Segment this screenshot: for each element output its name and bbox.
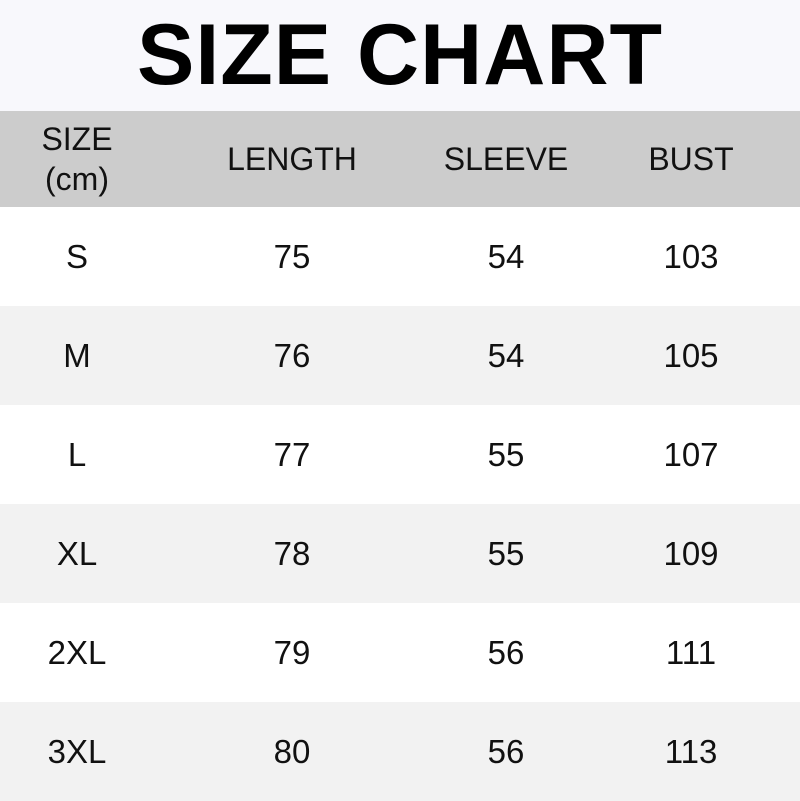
table-row: S 75 54 103 (0, 207, 800, 306)
cell-length: 76 (273, 336, 311, 374)
cell-sleeve: 54 (487, 237, 525, 275)
header-length: LENGTH (227, 140, 357, 177)
cell-length: 75 (273, 237, 311, 275)
cell-size: S (65, 237, 88, 275)
cell-bust: 103 (663, 237, 719, 275)
header-size-unit: (cm) (45, 161, 109, 197)
cell-sleeve: 54 (487, 336, 525, 374)
cell-sleeve: 55 (487, 534, 525, 572)
table-body: S 75 54 103 M 76 54 105 L 77 55 107 XL 78 55 109 2XL 79 56… (0, 207, 800, 801)
table-row: M 76 54 105 (0, 306, 800, 405)
cell-bust: 113 (664, 732, 718, 770)
cell-sleeve: 55 (487, 435, 525, 473)
cell-size: 2XL (47, 633, 107, 671)
header-size: SIZE (cm) (0, 119, 154, 199)
cell-length: 80 (273, 732, 311, 770)
cell-sleeve: 56 (487, 732, 525, 770)
cell-bust: 111 (665, 633, 717, 671)
table-row: L 77 55 107 (0, 405, 800, 504)
cell-size: L (67, 435, 87, 473)
header-bust: BUST (648, 140, 734, 177)
cell-size: 3XL (47, 732, 107, 770)
page-title: SIZE CHART (0, 0, 800, 111)
header-sleeve: SLEEVE (443, 140, 569, 177)
header-size-label: SIZE (41, 121, 113, 157)
table-row: XL 78 55 109 (0, 504, 800, 603)
cell-size: M (63, 336, 91, 374)
table-row: 3XL 80 56 113 (0, 702, 800, 801)
table-header: SIZE (cm) LENGTH SLEEVE BUST (0, 111, 800, 207)
cell-length: 79 (273, 633, 311, 671)
cell-sleeve: 56 (487, 633, 525, 671)
cell-length: 77 (273, 435, 311, 473)
cell-bust: 105 (663, 336, 719, 374)
cell-bust: 107 (663, 435, 719, 473)
cell-size: XL (56, 534, 98, 572)
cell-length: 78 (273, 534, 311, 572)
table-row: 2XL 79 56 111 (0, 603, 800, 702)
cell-bust: 109 (663, 534, 719, 572)
